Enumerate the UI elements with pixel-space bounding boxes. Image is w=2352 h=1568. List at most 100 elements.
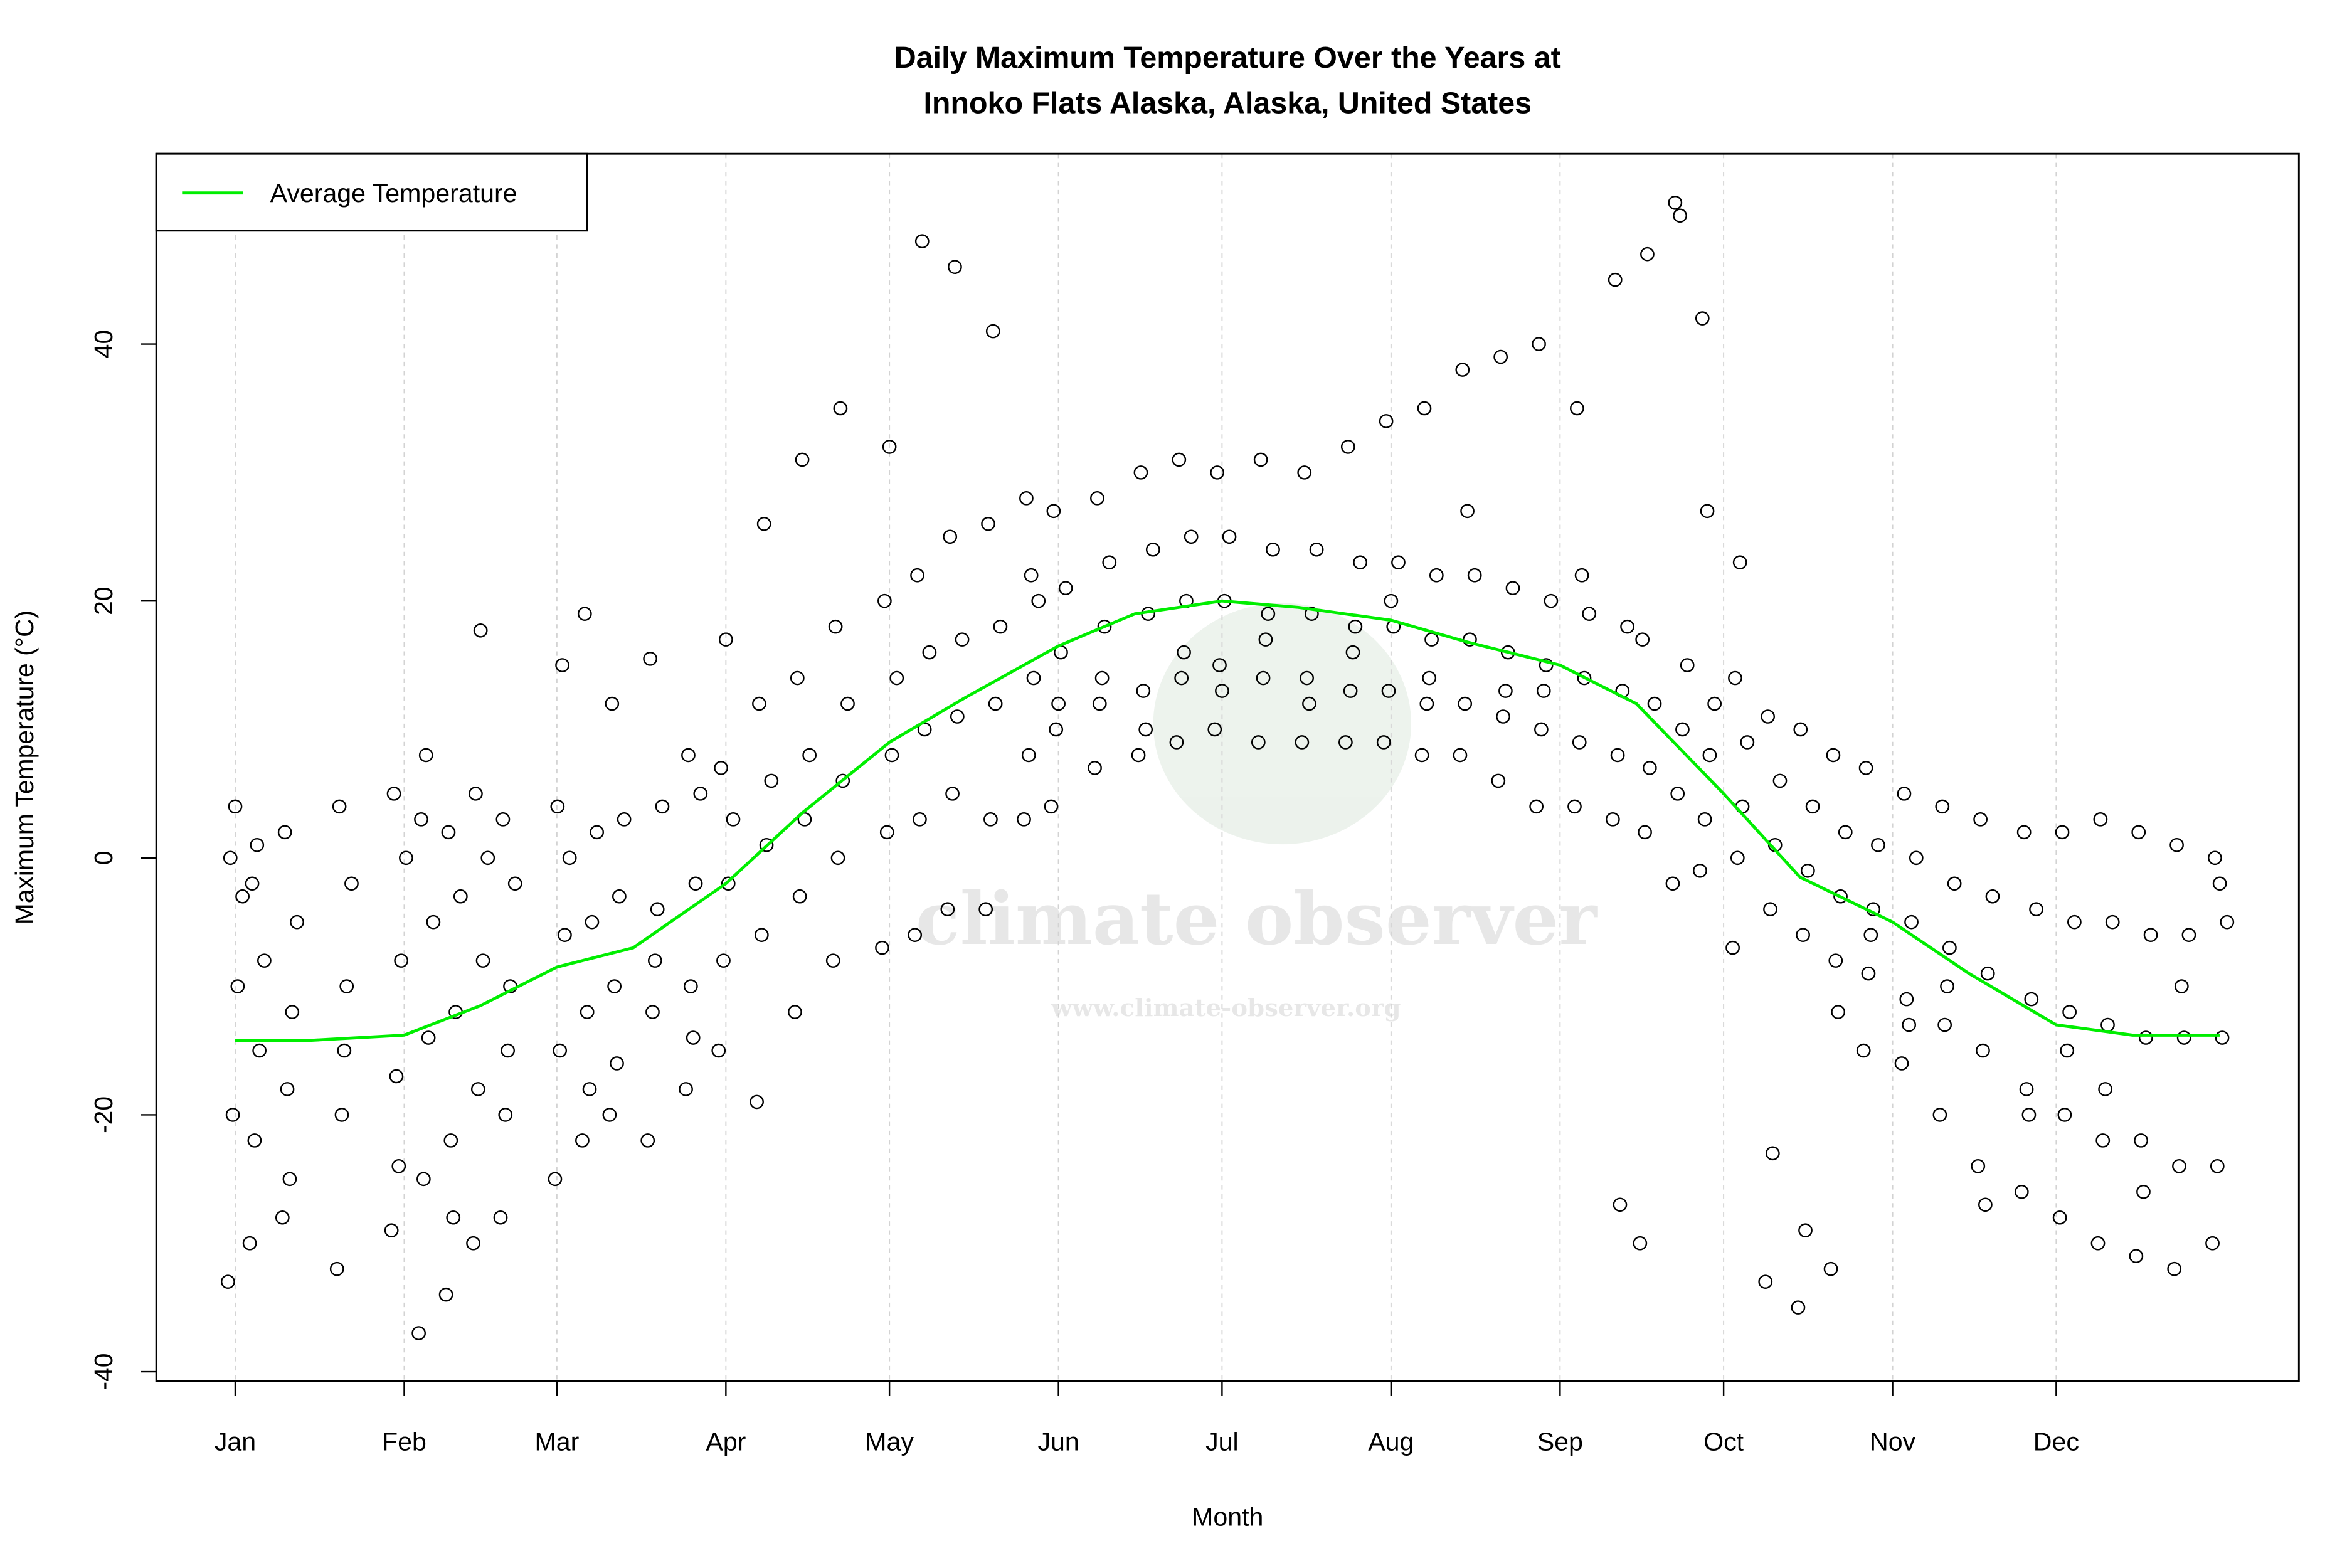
data-point	[1207, 722, 1222, 737]
data-point	[1145, 542, 1160, 557]
x-tick-label: Dec	[2033, 1428, 2079, 1456]
data-point	[1295, 735, 1310, 750]
data-point	[1133, 465, 1148, 480]
data-point	[1894, 1056, 1909, 1071]
data-point	[1379, 414, 1394, 428]
data-point	[617, 812, 632, 827]
data-point	[391, 1159, 406, 1173]
data-point	[1642, 761, 1657, 775]
watermark-url: www.climate-observer.org	[1051, 994, 1401, 1022]
data-point	[242, 1236, 257, 1251]
data-point	[339, 979, 354, 993]
data-point	[1758, 1274, 1773, 1289]
data-point	[1417, 401, 1432, 416]
data-point	[1044, 799, 1059, 814]
data-point	[882, 440, 897, 454]
data-point	[981, 516, 995, 531]
data-point	[285, 1005, 300, 1019]
data-point	[1582, 607, 1597, 621]
data-point	[607, 979, 622, 993]
data-point	[711, 1043, 726, 1058]
data-point	[1947, 876, 1962, 891]
data-point	[1297, 465, 1312, 480]
data-point	[759, 838, 774, 852]
data-point	[1092, 696, 1107, 711]
data-point	[1309, 542, 1324, 557]
data-point	[1856, 1043, 1871, 1058]
data-point	[681, 748, 696, 763]
data-point	[1828, 953, 1843, 968]
data-point	[754, 928, 769, 942]
data-point	[1539, 658, 1554, 672]
chart-title-line1: Daily Maximum Temperature Over the Years…	[894, 41, 1561, 75]
data-point	[1805, 799, 1820, 814]
data-point	[507, 876, 522, 891]
data-point	[1169, 735, 1184, 750]
data-point	[1424, 632, 1439, 647]
data-point	[1732, 555, 1747, 570]
data-point	[1640, 246, 1655, 262]
data-point	[1740, 735, 1755, 750]
data-point	[235, 889, 250, 904]
data-point	[2024, 992, 2039, 1007]
data-point	[1707, 696, 1722, 711]
data-point	[683, 979, 698, 993]
y-tick-label: 40	[89, 330, 118, 358]
data-point	[2212, 876, 2227, 891]
data-point	[943, 529, 958, 544]
data-point	[1904, 914, 1919, 930]
data-point	[2167, 1261, 2182, 1276]
data-point	[1021, 748, 1036, 763]
y-tick-label: -40	[89, 1353, 118, 1390]
data-point	[1544, 593, 1559, 608]
data-point	[650, 902, 665, 917]
data-point	[1985, 889, 2000, 904]
data-point	[1172, 452, 1187, 467]
data-point	[1801, 863, 1815, 878]
data-point	[493, 1210, 508, 1225]
data-point	[1826, 748, 1841, 763]
data-point	[1304, 607, 1319, 621]
data-point	[1909, 850, 1924, 866]
data-point	[257, 953, 272, 968]
data-point	[835, 773, 850, 788]
data-point	[1935, 799, 1950, 814]
data-point	[1419, 696, 1434, 711]
data-point	[686, 1030, 701, 1045]
data-point	[498, 1108, 513, 1122]
data-point	[1638, 825, 1652, 840]
data-point	[1793, 722, 1808, 737]
data-point	[1978, 1197, 1993, 1212]
data-point	[1765, 1146, 1780, 1161]
data-point	[469, 787, 483, 801]
data-point	[1391, 555, 1406, 570]
x-tick-label: Jan	[215, 1428, 256, 1456]
data-point	[558, 928, 572, 942]
data-point	[802, 748, 817, 763]
y-tick-label: 0	[89, 850, 118, 865]
data-point	[884, 748, 899, 763]
data-point	[983, 812, 998, 827]
data-point	[910, 568, 924, 583]
data-point	[1700, 504, 1715, 519]
data-point	[1791, 1300, 1806, 1315]
data-point	[1353, 555, 1367, 570]
data-point	[414, 812, 428, 827]
data-point	[548, 1172, 563, 1187]
data-point	[2060, 1043, 2075, 1058]
data-point	[1345, 645, 1360, 660]
data-point	[1414, 748, 1429, 763]
data-point	[2062, 1005, 2077, 1019]
data-point	[252, 1043, 267, 1058]
data-point	[1049, 722, 1064, 737]
data-point	[764, 773, 779, 788]
data-point	[2057, 1108, 2072, 1122]
data-point	[1102, 555, 1117, 570]
data-point	[550, 799, 565, 814]
data-point	[795, 452, 810, 467]
data-point	[1493, 349, 1508, 364]
data-point	[1665, 876, 1680, 891]
data-point	[1761, 709, 1775, 724]
data-point	[1932, 1108, 1947, 1122]
data-point	[1534, 722, 1549, 737]
